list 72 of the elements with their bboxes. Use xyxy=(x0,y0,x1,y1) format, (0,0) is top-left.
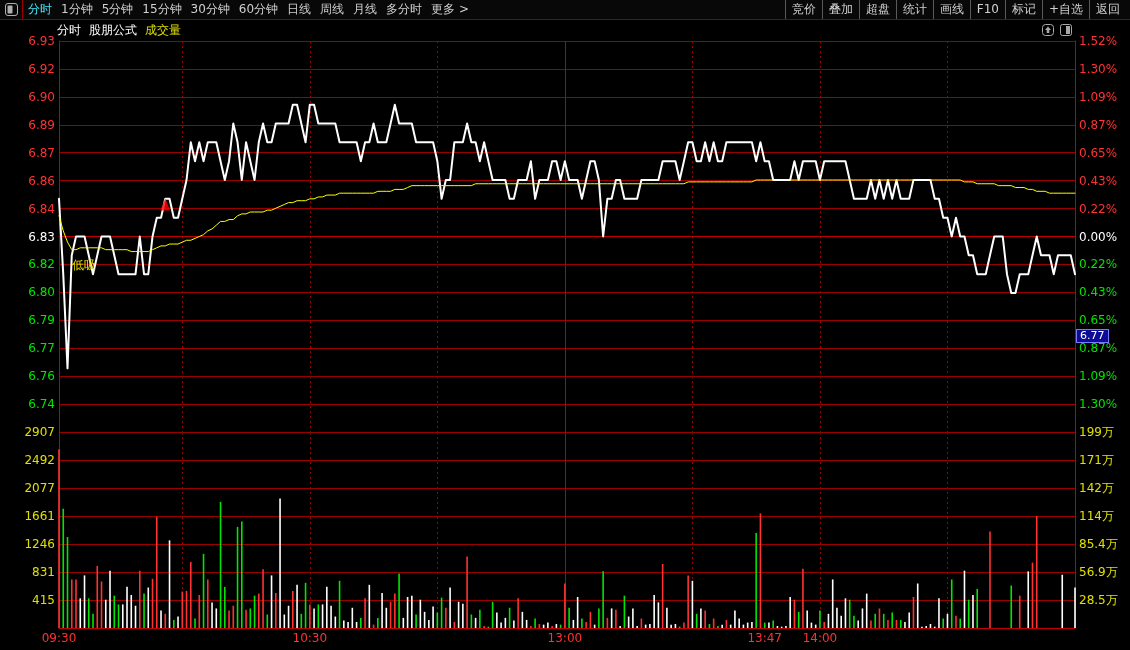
text: 30分钟 xyxy=(190,1,230,18)
y2-tick-label: 0.87% xyxy=(1079,341,1118,356)
y2-tick-label: 1.52% xyxy=(1079,34,1118,48)
text: 月线 xyxy=(353,1,378,18)
y-tick-label: 6.76 xyxy=(28,369,55,384)
text: 更多 > xyxy=(431,1,469,18)
text: 画线 xyxy=(932,0,970,19)
y2-tick-label: 0.65% xyxy=(1079,145,1118,160)
text: 6.77 xyxy=(1076,328,1109,343)
y-tick-label: 6.93 xyxy=(28,34,55,48)
y-tick-label: 6.86 xyxy=(28,173,55,188)
text: 返回 xyxy=(1089,0,1126,19)
y-tick-label: 6.84 xyxy=(28,201,55,216)
text: 叠加 xyxy=(821,0,859,19)
y2-tick-label: 85.4万 xyxy=(1079,537,1118,551)
y-tick-label: 6.90 xyxy=(28,89,55,104)
x-tick-label: 14:00 xyxy=(802,631,838,645)
y2-tick-label: 171万 xyxy=(1079,453,1114,467)
y-tick-label: 6.83 xyxy=(28,229,55,244)
y2-tick-label: 199万 xyxy=(1079,425,1114,439)
y2-tick-label: 0.43% xyxy=(1079,173,1118,188)
x-tick-label: 13:47 xyxy=(747,631,782,645)
text: 日线 xyxy=(287,1,312,18)
y2-tick-label: 0.87% xyxy=(1079,117,1118,132)
text: 60分钟 xyxy=(238,1,279,18)
text: 标记 xyxy=(1004,0,1042,19)
text: 周线 xyxy=(320,1,345,18)
y2-tick-label: 1.09% xyxy=(1079,89,1118,104)
y2-tick-label: 1.30% xyxy=(1079,61,1118,76)
y2-tick-label: 0.22% xyxy=(1079,257,1118,272)
y-tick-label: 2492 xyxy=(24,452,55,467)
x-tick-label: 10:30 xyxy=(292,631,328,645)
y-tick-label: 1246 xyxy=(24,536,55,551)
text: 多分时 xyxy=(386,1,423,18)
y2-tick-label: 0.65% xyxy=(1079,313,1118,328)
text: 5分钟 xyxy=(101,1,134,18)
y2-tick-label: 56.9万 xyxy=(1079,565,1118,579)
x-tick-label: 13:00 xyxy=(547,631,583,645)
y2-tick-label: 1.09% xyxy=(1079,369,1118,384)
y-tick-label: 2907 xyxy=(24,425,55,439)
line-series xyxy=(58,103,1076,370)
y-tick-label: 6.79 xyxy=(28,313,55,328)
y-tick-label: 6.89 xyxy=(28,117,55,132)
chart-title: 分时 xyxy=(57,23,81,38)
x-tick-label: 09:30 xyxy=(41,631,77,645)
text: 1分钟 xyxy=(61,1,93,18)
y2-tick-label: 1.30% xyxy=(1079,397,1118,412)
text: 分时 xyxy=(28,1,52,18)
text: +自选 xyxy=(1041,0,1089,19)
text: 15分钟 xyxy=(142,1,182,18)
y-tick-label: 831 xyxy=(32,564,55,579)
text: F10 xyxy=(969,0,1005,19)
y2-tick-label: 114万 xyxy=(1079,509,1114,523)
y-tick-label: 415 xyxy=(32,593,55,608)
y2-tick-label: 0.22% xyxy=(1079,201,1118,216)
text: 竞价 xyxy=(784,0,822,19)
text: 股朋公式 xyxy=(89,23,137,38)
y2-tick-label: 142万 xyxy=(1079,481,1114,495)
y2-tick-label: 0.43% xyxy=(1079,285,1118,300)
text: 超盘 xyxy=(858,0,896,19)
y-tick-label: 6.92 xyxy=(28,61,55,76)
y-tick-label: 6.87 xyxy=(28,145,55,160)
y-tick-label: 2077 xyxy=(24,480,55,495)
y-tick-label: 6.77 xyxy=(28,341,55,356)
y2-tick-label: 28.5万 xyxy=(1079,593,1118,607)
y2-tick-label: 0.00% xyxy=(1079,229,1118,244)
text: 成交量 xyxy=(145,23,181,38)
y-tick-label: 6.74 xyxy=(28,397,55,412)
y-tick-label: 6.80 xyxy=(28,285,55,300)
text: 统计 xyxy=(895,0,933,19)
y-tick-label: 6.82 xyxy=(28,257,55,272)
y-tick-label: 1661 xyxy=(24,509,55,524)
